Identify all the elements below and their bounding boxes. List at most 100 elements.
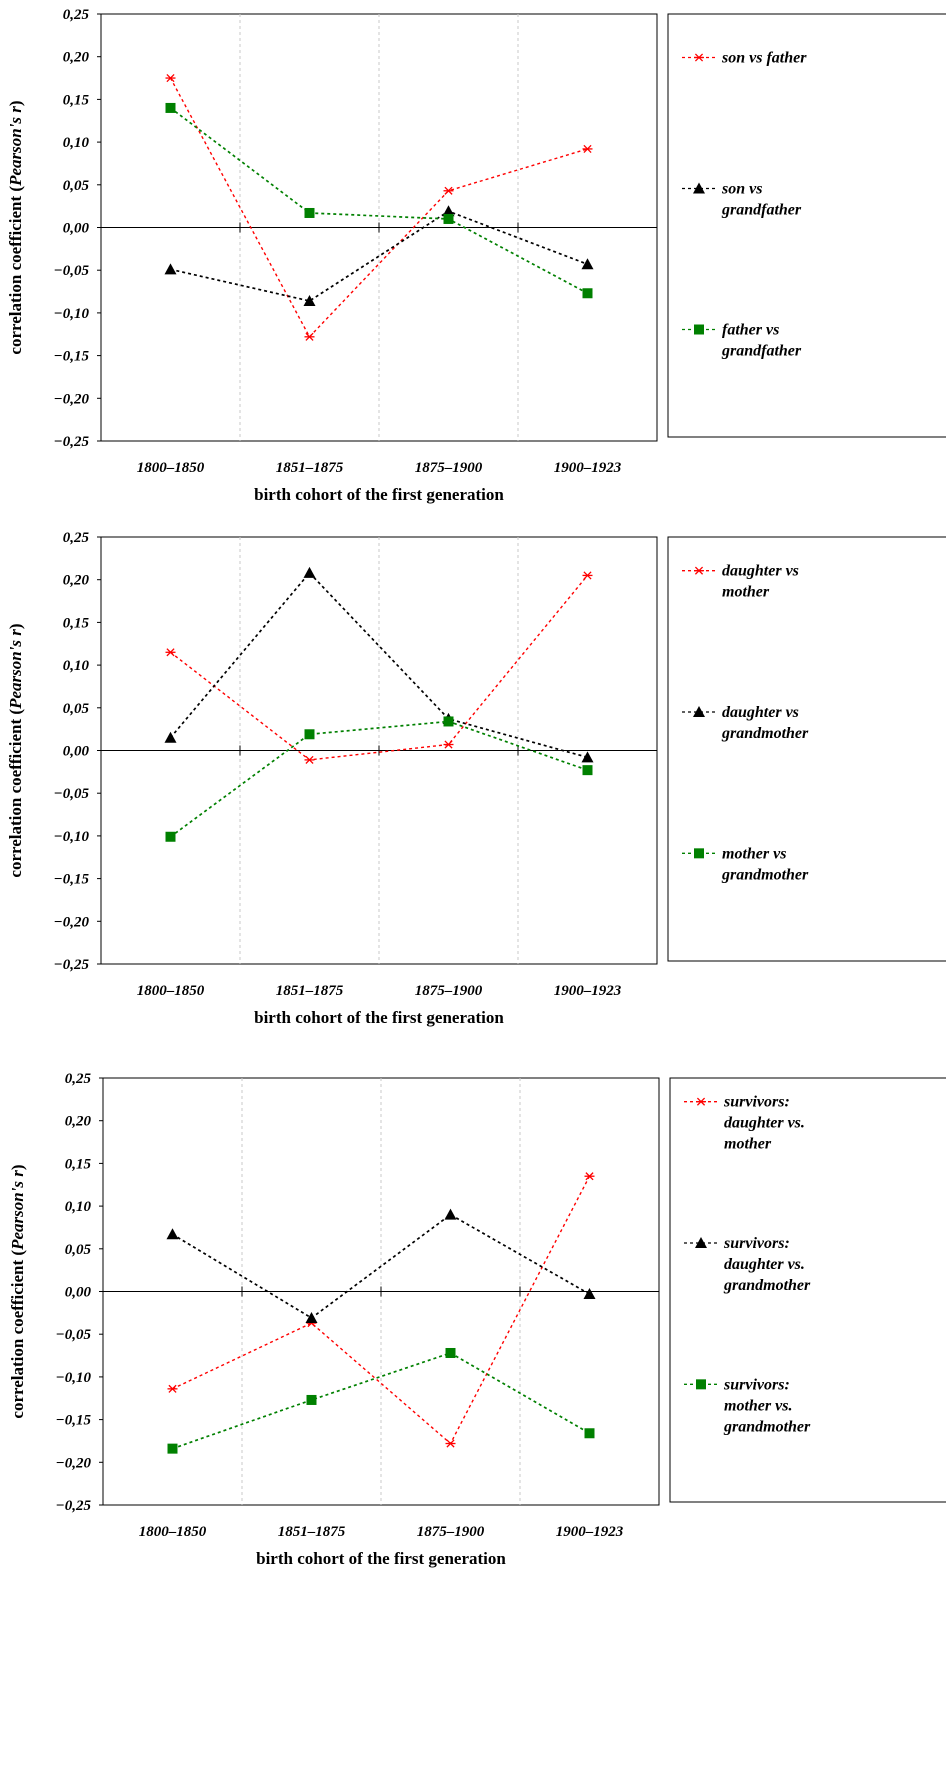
- data-point: [582, 144, 593, 153]
- data-point: [582, 571, 593, 580]
- legend-marker: [694, 324, 704, 335]
- series-3: [167, 1347, 595, 1454]
- legend-marker-stroke: [694, 566, 704, 575]
- legend-label: mother vs.: [724, 1397, 792, 1414]
- data-point: [167, 1384, 178, 1393]
- y-tick-label: −0,25: [56, 1498, 92, 1514]
- series-line: [169, 107, 588, 295]
- data-point: [584, 1428, 595, 1439]
- data-point-stroke: [444, 186, 453, 195]
- data-point: [581, 751, 594, 763]
- legend: survivors: daughter vs. mother survivors: da…: [669, 1077, 946, 1503]
- y-axis-title: correlation coefficient (Pearson's r): [6, 100, 25, 354]
- data-point: [304, 332, 315, 341]
- data-point: [443, 740, 454, 749]
- y-tick-label: −0,25: [54, 957, 90, 973]
- legend-label: survivors:: [723, 1235, 790, 1252]
- x-tick-label: 1900–1923: [554, 983, 622, 999]
- x-axis-title: birth cohort of the first generation: [254, 485, 504, 504]
- data-point: [164, 731, 177, 743]
- data-point: [166, 1228, 179, 1240]
- data-point: [445, 1347, 456, 1358]
- data-point: [304, 755, 315, 764]
- x-tick-label: 1800–1850: [137, 460, 205, 476]
- y-tick-label: −0,20: [54, 391, 90, 407]
- data-point: [167, 1443, 178, 1454]
- data-point-stroke: [585, 1172, 594, 1181]
- legend-label: father vs: [722, 322, 779, 339]
- series-line: [169, 720, 588, 838]
- series-line: [172, 1352, 590, 1450]
- legend-label: son vs father: [721, 50, 807, 67]
- data-point: [165, 73, 176, 83]
- y-tick-label: −0,25: [54, 434, 90, 450]
- y-tick-label: −0,15: [54, 872, 90, 888]
- data-point-stroke: [444, 740, 453, 749]
- legend-label: mother: [722, 584, 770, 601]
- data-point-stroke: [446, 1439, 455, 1448]
- x-tick-label: 1851–1875: [276, 983, 344, 999]
- legend-frame: [669, 1077, 946, 1503]
- y-tick-label: 0,10: [63, 135, 90, 151]
- legend: son vs father son vs grandfather father vs g…: [667, 13, 946, 438]
- legend-marker: [695, 1237, 707, 1248]
- series-2: [166, 1208, 596, 1323]
- data-point: [165, 648, 176, 657]
- data-point-stroke: [168, 1384, 177, 1393]
- y-tick-label: −0,05: [54, 786, 90, 802]
- legend-label: grandmother: [721, 866, 809, 883]
- series-3: [165, 716, 593, 842]
- data-point: [303, 294, 316, 306]
- legend-label: mother vs: [722, 845, 786, 862]
- y-tick-label: 0,15: [63, 92, 90, 108]
- legend-marker: [693, 182, 705, 194]
- data-point: [305, 1311, 318, 1323]
- y-tick-label: 0,05: [63, 701, 90, 717]
- data-point-stroke: [305, 755, 314, 764]
- y-tick-label: 0,20: [65, 1114, 92, 1130]
- series-line: [172, 1175, 591, 1445]
- legend-label: son vs: [721, 181, 762, 198]
- y-tick-label: 0,20: [63, 50, 90, 66]
- legend-label: daughter vs: [722, 563, 799, 580]
- data-point: [584, 1172, 595, 1181]
- x-tick-label: 1800–1850: [137, 983, 205, 999]
- data-point-stroke: [305, 332, 314, 341]
- series-2: [164, 205, 594, 306]
- legend-marker: [696, 1379, 706, 1390]
- data-point: [582, 288, 593, 299]
- x-tick-label: 1875–1900: [417, 1524, 485, 1540]
- legend-marker-stroke: [694, 53, 704, 62]
- legend-label: grandmother: [723, 1277, 811, 1294]
- legend-marker-stroke: [696, 1097, 706, 1106]
- x-tick-label: 1900–1923: [554, 460, 622, 476]
- data-point: [303, 566, 316, 578]
- data-point: [304, 207, 315, 218]
- series-3: [165, 102, 593, 299]
- data-point: [442, 205, 455, 217]
- y-tick-label: 0,15: [65, 1156, 92, 1172]
- legend-label: survivors:: [723, 1376, 790, 1393]
- legend-label: mother: [724, 1136, 772, 1153]
- legend-marker: [696, 1097, 706, 1106]
- y-tick-label: −0,05: [56, 1327, 92, 1343]
- data-point: [443, 186, 454, 195]
- data-point: [304, 729, 315, 740]
- y-tick-label: −0,20: [54, 914, 90, 930]
- y-tick-label: 0,25: [65, 1071, 92, 1087]
- data-point: [444, 1208, 457, 1220]
- data-point: [581, 258, 594, 270]
- y-tick-label: −0,10: [56, 1370, 92, 1386]
- legend-frame: [667, 536, 946, 962]
- data-point: [582, 765, 593, 776]
- y-tick-label: −0,15: [54, 349, 90, 365]
- y-tick-label: 0,25: [63, 7, 90, 23]
- y-tick-label: 0,25: [63, 530, 90, 546]
- legend-marker: [694, 53, 704, 62]
- y-tick-label: 0,00: [63, 744, 90, 760]
- y-tick-label: 0,15: [63, 615, 90, 631]
- legend-label: grandfather: [721, 202, 802, 219]
- x-tick-label: 1900–1923: [556, 1524, 624, 1540]
- y-tick-label: 0,10: [63, 658, 90, 674]
- legend-frame: [667, 13, 946, 438]
